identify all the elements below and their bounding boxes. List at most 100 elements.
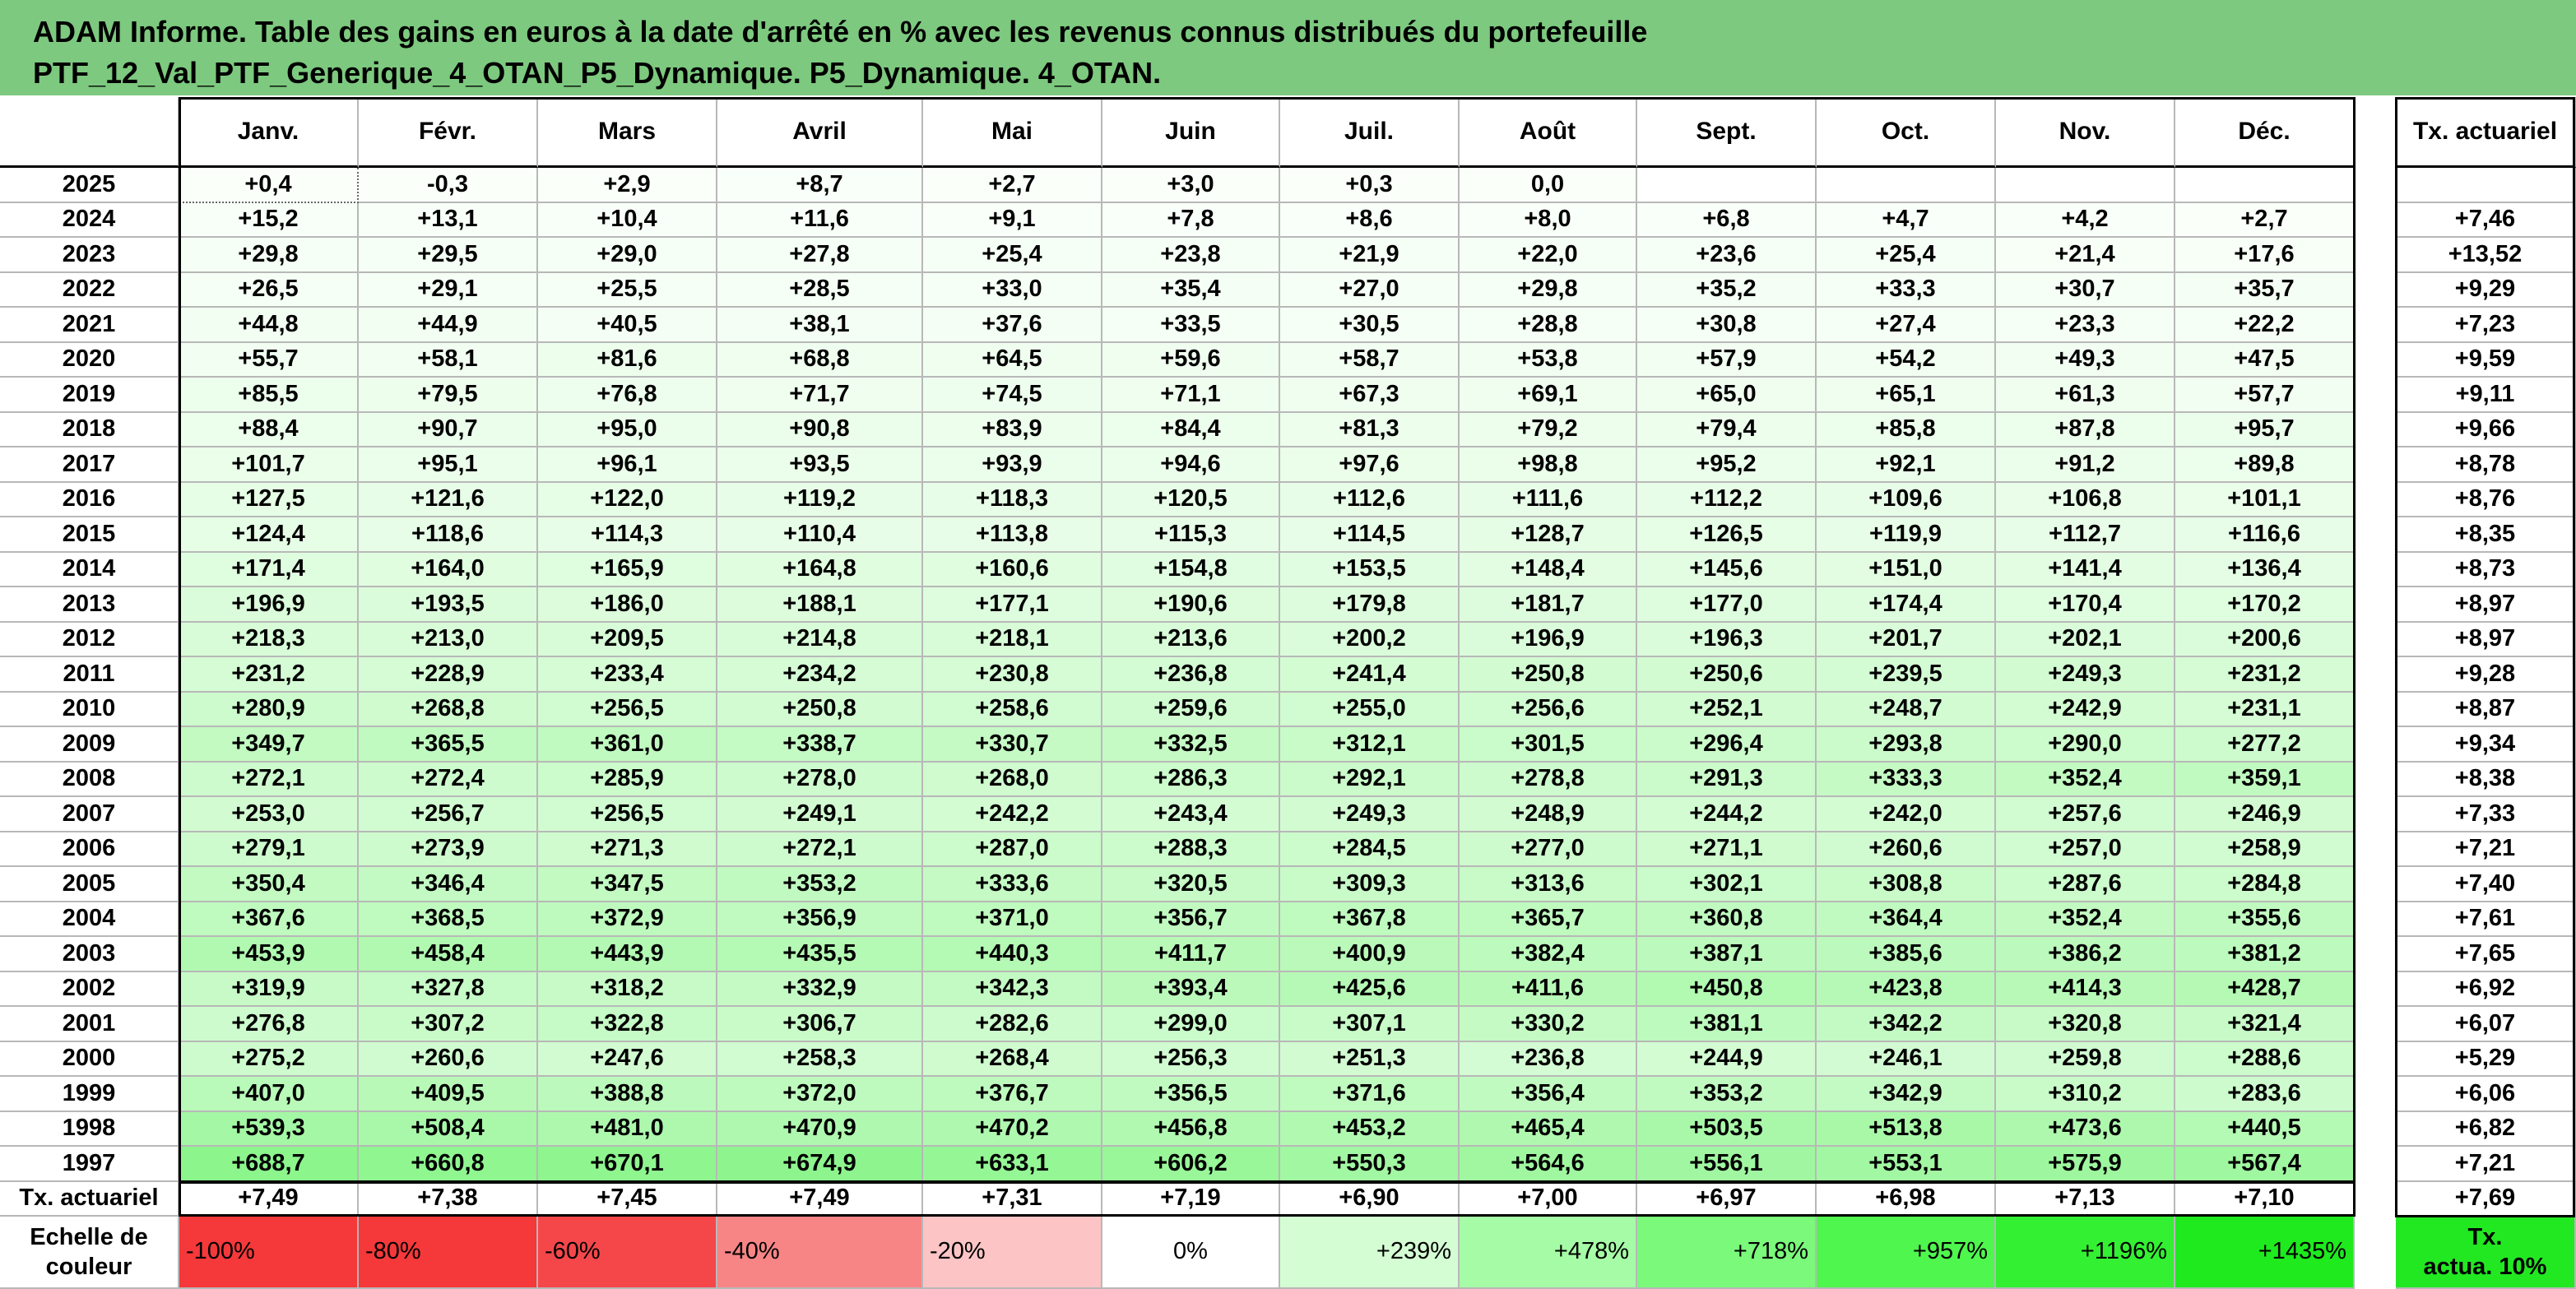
actuarial-cell: +8,97 — [2396, 622, 2576, 657]
gain-cell: +124,4 — [179, 517, 359, 553]
year-label: 1998 — [0, 1111, 179, 1147]
gain-cell: +65,0 — [1637, 378, 1817, 413]
gain-cell: +154,8 — [1102, 552, 1280, 587]
gain-cell: +95,0 — [538, 412, 717, 447]
gain-cell: +9,1 — [923, 202, 1102, 238]
gain-cell: +23,6 — [1637, 238, 1817, 273]
gain-cell: +244,9 — [1637, 1041, 1817, 1077]
gain-cell: +231,1 — [2175, 692, 2355, 727]
gain-cell: +27,0 — [1280, 272, 1460, 308]
gain-cell: +141,4 — [1996, 552, 2175, 587]
gain-cell: +7,8 — [1102, 202, 1280, 238]
year-label: 2012 — [0, 622, 179, 657]
gain-cell: +93,9 — [923, 447, 1102, 483]
gain-cell: +252,1 — [1637, 692, 1817, 727]
gain-cell: +65,1 — [1817, 378, 1996, 413]
gain-cell: +196,9 — [1460, 622, 1637, 657]
gain-cell: +145,6 — [1637, 552, 1817, 587]
year-label: 2007 — [0, 797, 179, 832]
gain-cell: +250,6 — [1637, 657, 1817, 693]
gain-cell: +177,0 — [1637, 587, 1817, 623]
gain-cell: +327,8 — [359, 971, 538, 1007]
gain-cell: +273,9 — [359, 832, 538, 867]
gain-cell: 0,0 — [1460, 168, 1637, 203]
gain-cell: +567,4 — [2175, 1147, 2355, 1182]
gain-cell: +25,4 — [1817, 238, 1996, 273]
gain-cell: +332,9 — [717, 971, 923, 1007]
gain-cell: +249,3 — [1280, 797, 1460, 832]
gain-cell: +359,1 — [2175, 762, 2355, 797]
gain-cell: +33,3 — [1817, 272, 1996, 308]
year-label: 2009 — [0, 727, 179, 763]
gain-cell: +381,2 — [2175, 937, 2355, 972]
gain-cell: +174,4 — [1817, 587, 1996, 623]
gain-cell: +113,8 — [923, 517, 1102, 553]
gain-cell: +38,1 — [717, 308, 923, 343]
gain-cell: +407,0 — [179, 1077, 359, 1112]
gain-cell: +127,5 — [179, 482, 359, 517]
gain-cell: +181,7 — [1460, 587, 1637, 623]
gain-cell: +118,6 — [359, 517, 538, 553]
gain-cell: +29,8 — [179, 238, 359, 273]
gain-cell: +2,7 — [923, 168, 1102, 203]
gain-cell: +291,3 — [1637, 762, 1817, 797]
gain-cell: +177,1 — [923, 587, 1102, 623]
gain-cell: +160,6 — [923, 552, 1102, 587]
gain-cell: +260,6 — [359, 1041, 538, 1077]
gain-cell: +3,0 — [1102, 168, 1280, 203]
gain-cell: +428,7 — [2175, 971, 2355, 1007]
gain-cell: +440,5 — [2175, 1111, 2355, 1147]
gain-cell: +6,8 — [1637, 202, 1817, 238]
gain-cell: +90,8 — [717, 412, 923, 447]
month-header: Déc. — [2175, 97, 2355, 168]
gain-cell: +148,4 — [1460, 552, 1637, 587]
actuarial-cell: +9,11 — [2396, 378, 2576, 413]
gain-cell: +110,4 — [717, 517, 923, 553]
year-label: 2019 — [0, 378, 179, 413]
gain-cell: +470,9 — [717, 1111, 923, 1147]
gain-cell: +440,3 — [923, 937, 1102, 972]
gain-cell: +470,2 — [923, 1111, 1102, 1147]
gain-cell: +503,5 — [1637, 1111, 1817, 1147]
gain-cell: +296,4 — [1637, 727, 1817, 763]
gain-cell: +293,8 — [1817, 727, 1996, 763]
gain-cell: +259,6 — [1102, 692, 1280, 727]
gain-cell: +259,8 — [1996, 1041, 2175, 1077]
gain-cell: +333,3 — [1817, 762, 1996, 797]
gain-cell: +76,8 — [538, 378, 717, 413]
gain-cell: +256,3 — [1102, 1041, 1280, 1077]
gain-cell: +118,3 — [923, 482, 1102, 517]
gain-cell: +236,8 — [1460, 1041, 1637, 1077]
gain-cell: +309,3 — [1280, 867, 1460, 902]
gain-cell: +688,7 — [179, 1147, 359, 1182]
gain-cell: +272,4 — [359, 762, 538, 797]
gain-cell: +367,8 — [1280, 902, 1460, 937]
gain-cell: +236,8 — [1102, 657, 1280, 693]
gain-cell: +360,8 — [1637, 902, 1817, 937]
gain-cell: +23,3 — [1996, 308, 2175, 343]
gain-cell: +513,8 — [1817, 1111, 1996, 1147]
gain-cell: +27,8 — [717, 238, 923, 273]
gain-cell: +372,0 — [717, 1077, 923, 1112]
gain-cell: +310,2 — [1996, 1077, 2175, 1112]
gain-cell: +287,0 — [923, 832, 1102, 867]
gain-cell: +321,4 — [2175, 1007, 2355, 1042]
gain-cell: +28,5 — [717, 272, 923, 308]
gain-cell: +268,0 — [923, 762, 1102, 797]
gain-cell: +247,6 — [538, 1041, 717, 1077]
month-header: Janv. — [179, 97, 359, 168]
gain-cell: +233,4 — [538, 657, 717, 693]
gain-cell: +71,1 — [1102, 378, 1280, 413]
gain-cell: +25,4 — [923, 238, 1102, 273]
gain-cell: +241,4 — [1280, 657, 1460, 693]
gain-cell: +253,0 — [179, 797, 359, 832]
gain-cell: +414,3 — [1996, 971, 2175, 1007]
gain-cell: +633,1 — [923, 1147, 1102, 1182]
gain-cell: +352,4 — [1996, 762, 2175, 797]
gain-cell: +44,8 — [179, 308, 359, 343]
title-line-2: PTF_12_Val_PTF_Generique_4_OTAN_P5_Dynam… — [33, 56, 1162, 90]
gain-cell: +290,0 — [1996, 727, 2175, 763]
actuarial-scale-line-1: Tx. — [2467, 1223, 2503, 1250]
month-header: Juil. — [1280, 97, 1460, 168]
gain-cell: +387,1 — [1637, 937, 1817, 972]
